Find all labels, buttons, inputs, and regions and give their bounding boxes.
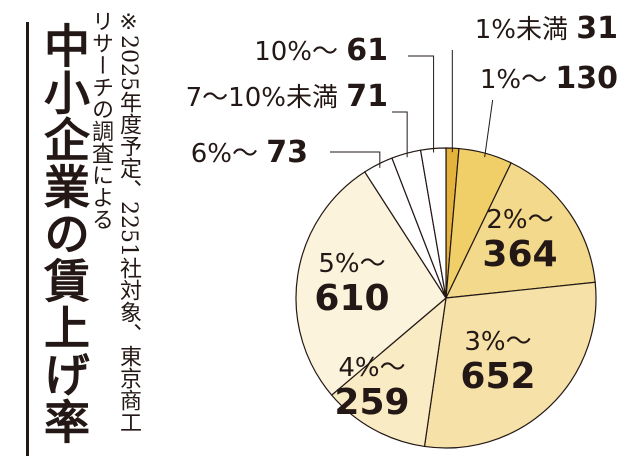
slice-value-10-8: 61 [346,33,388,68]
slice-label-10-8: 10%～ 61 [254,33,388,68]
pie-slice-2 [444,162,596,299]
slice-value-1-0: 31 [576,11,618,46]
slice-value-7-10-7: 71 [346,79,388,114]
title-bar [26,22,29,456]
pie-slice-3 [423,281,597,449]
chart-title: 中小企業の賃上げ率 [37,22,91,445]
slice-value-6-6: 73 [266,135,308,170]
slice-label-2-2: 2%～ [486,205,553,235]
leader-line-6-6 [330,151,381,168]
pie-slice-5 [295,171,447,396]
leader-line-1-1 [484,99,494,158]
slice-label-4-4: 4%～ [338,353,405,383]
source-note: ※2025年度予定、2251社対象、東京商工リサーチの調査による [88,10,141,433]
pie-slice-4 [330,296,447,448]
title-box: 中小企業の賃上げ率 [14,10,91,456]
slice-label-7-10-7: 7～10%未満 71 [186,79,388,114]
slice-value-1-1: 130 [555,61,618,96]
slice-value-3-3: 652 [460,356,535,397]
slice-label-3-3: 3%～ [464,327,531,357]
leader-line-10-8 [408,55,435,153]
slice-label-6-6: 6%～ 73 [191,135,308,170]
leader-line-7-10-7 [392,111,408,158]
slice-value-2-2: 364 [482,234,557,275]
slice-value-4-4: 259 [334,382,409,423]
slice-label-1-1: 1%～ 130 [480,61,618,96]
slice-label-5-5: 5%～ [318,249,385,279]
slice-value-5-5: 610 [314,278,389,319]
slice-label-1-0: 1%未満 31 [475,11,618,46]
